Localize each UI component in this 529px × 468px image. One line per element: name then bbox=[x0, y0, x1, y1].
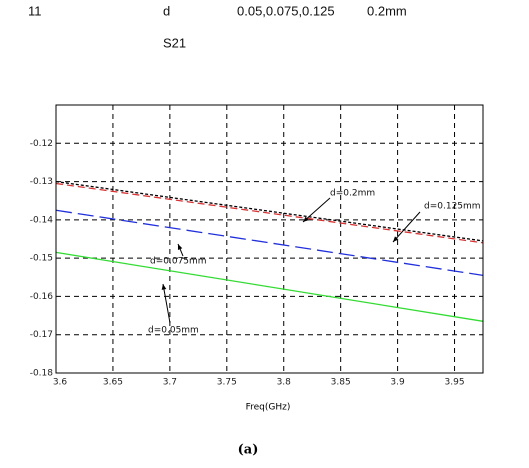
y-tick-label: -0.17 bbox=[30, 330, 53, 340]
x-tick-label: 3.75 bbox=[217, 378, 237, 388]
arrow-head bbox=[303, 216, 309, 222]
x-tick-label: 3.95 bbox=[445, 378, 465, 388]
plot-area bbox=[56, 105, 483, 373]
x-tick-label: 3.6 bbox=[53, 378, 68, 388]
y-tick-label: -0.12 bbox=[30, 139, 53, 149]
y-tick-label: -0.16 bbox=[30, 292, 54, 302]
doc-text: 0.05,0.075,0.125 bbox=[237, 3, 335, 18]
label-arrow bbox=[302, 197, 331, 223]
y-tick-label: -0.14 bbox=[30, 215, 54, 225]
x-tick-label: 3.8 bbox=[277, 378, 292, 388]
doc-text: 11 bbox=[28, 3, 42, 18]
series-line bbox=[55, 182, 484, 244]
series-label: d=0.125mm bbox=[424, 202, 481, 212]
arrow-head bbox=[393, 236, 399, 242]
x-tick-label: 3.85 bbox=[331, 378, 351, 388]
series-label: d=0.075mm bbox=[150, 257, 207, 267]
series-label: d=0.05mm bbox=[148, 326, 199, 336]
x-tick-label: 3.65 bbox=[103, 378, 123, 388]
doc-text: 0.2mm bbox=[367, 3, 407, 18]
arrow-head bbox=[177, 244, 183, 250]
x-tick-label: 3.9 bbox=[390, 378, 405, 388]
doc-text: S21 bbox=[163, 35, 186, 50]
x-tick-label: 3.7 bbox=[163, 378, 177, 388]
label-arrow bbox=[162, 283, 171, 324]
y-tick-label: -0.15 bbox=[30, 254, 53, 264]
doc-text: d bbox=[163, 3, 170, 18]
series-line bbox=[55, 209, 484, 277]
series-line bbox=[55, 251, 484, 322]
arrow-head bbox=[161, 284, 167, 290]
y-tick-label: -0.18 bbox=[30, 369, 54, 379]
series-label: d=0.2mm bbox=[330, 189, 375, 199]
caption: (a) bbox=[238, 443, 259, 458]
x-axis-label: Freq(GHz) bbox=[246, 403, 291, 413]
y-tick-label: -0.13 bbox=[30, 177, 53, 187]
plot-frame bbox=[55, 104, 484, 374]
label-arrow bbox=[392, 211, 421, 243]
series-line bbox=[55, 180, 484, 242]
